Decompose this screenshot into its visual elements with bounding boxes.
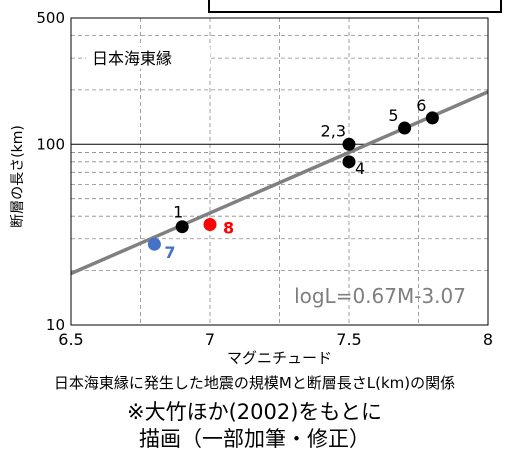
point-label: 8 (223, 218, 234, 237)
y-tick-label: 500 (36, 9, 65, 27)
data-point (175, 220, 189, 234)
plot-frame (70, 17, 489, 326)
point-label: 7 (164, 243, 175, 262)
data-point (342, 137, 356, 151)
caption-note: 描画（一部加筆・修正） (139, 427, 370, 451)
y-tick-labels: 10 100 500 (36, 9, 65, 334)
point-label: 6 (416, 96, 426, 115)
data-point (425, 111, 439, 125)
regression-label: logL=0.67M-3.07 (294, 284, 466, 308)
minor-grid (71, 18, 488, 325)
y-axis-label: 断層の長さ(km) (10, 125, 26, 228)
point-label: 4 (355, 159, 365, 178)
x-tick-label: 8 (483, 330, 493, 349)
data-point (342, 155, 356, 169)
x-tick-label: 7 (205, 330, 215, 349)
point-label: 2,3 (321, 121, 346, 140)
x-tick-label: 7.5 (336, 330, 361, 349)
scatter-chart: 1 2,3 4 56 8 7 6.5 7 7.5 8 10 100 500 日本海東縁 logL=0… (10, 9, 493, 367)
data-point (203, 217, 217, 231)
data-point (398, 121, 412, 135)
y-tick-label: 100 (36, 135, 65, 153)
data-points: 1 2,3 4 56 8 7 (147, 96, 439, 262)
x-tick-label: 6.5 (58, 330, 83, 349)
x-tick-labels: 6.5 7 7.5 8 (58, 330, 493, 349)
caption-source: ※大竹ほか(2002)をもとに (126, 400, 382, 424)
top-frame-box (208, 0, 502, 13)
region-label-bg (86, 47, 210, 69)
region-label: 日本海東縁 (92, 49, 172, 68)
caption-relation: 日本海東縁に発生した地震の規模Mと断層長さL(km)の関係 (53, 374, 456, 392)
y-tick-label: 10 (46, 316, 65, 334)
x-axis-label: マグニチュード (227, 349, 332, 367)
data-point (147, 237, 161, 251)
regression-line (70, 90, 489, 276)
point-label: 1 (173, 203, 183, 222)
point-label: 5 (388, 106, 398, 125)
